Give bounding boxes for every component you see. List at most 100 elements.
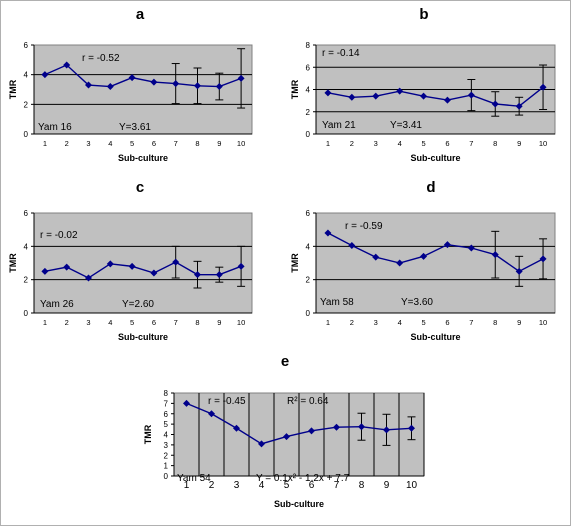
annotation-line-name: Yam 58 — [320, 297, 354, 308]
annotation-mean: Y = 0.1x² - 1.2x + 7.7 — [256, 473, 350, 484]
x-tick-label: 4 — [108, 139, 112, 148]
y-tick-label: 5 — [164, 420, 169, 429]
data-point — [372, 253, 380, 261]
y-tick-label: 2 — [306, 108, 311, 117]
y-tick-label: 4 — [164, 431, 169, 440]
plot-area — [33, 212, 253, 314]
data-point — [443, 241, 451, 249]
annotation-r2: R² = 0.64 — [287, 396, 329, 407]
data-point — [491, 100, 499, 108]
y-tick-label: 6 — [306, 209, 311, 218]
data-point — [324, 89, 332, 97]
x-tick-label: 7 — [174, 318, 178, 327]
x-tick-label: 2 — [350, 139, 354, 148]
data-point — [420, 252, 428, 260]
x-tick-label: 10 — [539, 318, 547, 327]
data-point — [515, 267, 523, 275]
data-point — [348, 93, 356, 101]
data-point — [106, 260, 114, 268]
data-point — [215, 83, 223, 91]
y-tick-label: 0 — [24, 309, 29, 318]
annotation-r: r = -0.14 — [322, 48, 360, 59]
y-axis-title: TMR — [143, 424, 153, 444]
x-tick-label: 8 — [493, 139, 497, 148]
x-tick-label: 4 — [398, 139, 402, 148]
data-point — [63, 263, 71, 271]
data-point — [467, 244, 475, 252]
data-point — [420, 92, 428, 100]
data-point — [383, 426, 390, 434]
series-line — [327, 86, 544, 107]
y-tick-label: 4 — [24, 242, 29, 251]
x-axis-title: Sub-culture — [118, 153, 168, 163]
y-axis-title: TMR — [290, 79, 300, 99]
x-tick-label: 3 — [374, 318, 378, 327]
data-point — [41, 267, 49, 275]
annotation-line-name: Yam 16 — [38, 122, 72, 133]
x-axis-title: Sub-culture — [274, 499, 324, 509]
annotation-mean: Y=3.61 — [119, 122, 151, 133]
x-tick-label: 4 — [259, 480, 265, 491]
data-point — [491, 251, 499, 259]
x-tick-label: 2 — [65, 139, 69, 148]
x-tick-label: 7 — [469, 139, 473, 148]
y-tick-label: 6 — [24, 209, 29, 218]
y-tick-label: 3 — [164, 441, 169, 450]
panel-label: b — [419, 6, 428, 23]
y-tick-label: 8 — [164, 389, 169, 398]
data-point — [237, 74, 245, 82]
data-point — [396, 87, 404, 95]
data-point — [172, 258, 180, 266]
annotation-mean: Y=3.60 — [401, 297, 433, 308]
x-tick-label: 8 — [493, 318, 497, 327]
x-tick-label: 2 — [209, 480, 215, 491]
y-axis-title: TMR — [8, 253, 18, 273]
x-tick-label: 6 — [152, 139, 156, 148]
series-line — [186, 402, 412, 445]
annotation-line-name: Yam 54 — [177, 473, 211, 484]
x-tick-label: 6 — [445, 318, 449, 327]
x-tick-label: 9 — [217, 318, 221, 327]
data-point — [308, 427, 315, 435]
series-line — [44, 261, 242, 279]
data-point — [85, 274, 92, 282]
x-tick-label: 5 — [130, 139, 134, 148]
x-tick-label: 2 — [65, 318, 69, 327]
y-tick-label: 1 — [164, 462, 169, 471]
data-point — [150, 78, 158, 86]
x-tick-label: 3 — [234, 480, 240, 491]
y-tick-label: 4 — [24, 71, 29, 80]
x-tick-label: 1 — [326, 139, 330, 148]
y-tick-label: 0 — [306, 130, 311, 139]
x-tick-label: 6 — [445, 139, 449, 148]
x-tick-label: 7 — [469, 318, 473, 327]
panel-label: a — [136, 6, 145, 23]
data-point — [467, 91, 475, 99]
x-axis-title: Sub-culture — [410, 332, 460, 342]
x-tick-label: 7 — [174, 139, 178, 148]
data-point — [194, 82, 201, 90]
x-tick-label: 5 — [130, 318, 134, 327]
y-tick-label: 4 — [306, 242, 311, 251]
data-point — [283, 433, 290, 441]
data-point — [194, 271, 201, 279]
y-axis-title: TMR — [290, 253, 300, 273]
plot-area — [315, 212, 556, 314]
annotation-mean: Y=3.41 — [390, 120, 422, 131]
x-tick-label: 10 — [237, 139, 245, 148]
data-point — [208, 410, 215, 418]
x-tick-label: 4 — [108, 318, 112, 327]
x-axis-title: Sub-culture — [410, 153, 460, 163]
annotation-r: r = -0.45 — [208, 396, 246, 407]
data-point — [348, 242, 356, 249]
data-point — [233, 424, 240, 432]
annotation-r: r = -0.02 — [40, 230, 78, 241]
x-tick-label: 4 — [398, 318, 402, 327]
data-point — [539, 83, 547, 91]
x-tick-label: 1 — [326, 318, 330, 327]
series-line — [44, 64, 242, 88]
x-tick-label: 3 — [374, 139, 378, 148]
x-axis-title: Sub-culture — [118, 332, 168, 342]
x-tick-label: 8 — [195, 139, 199, 148]
